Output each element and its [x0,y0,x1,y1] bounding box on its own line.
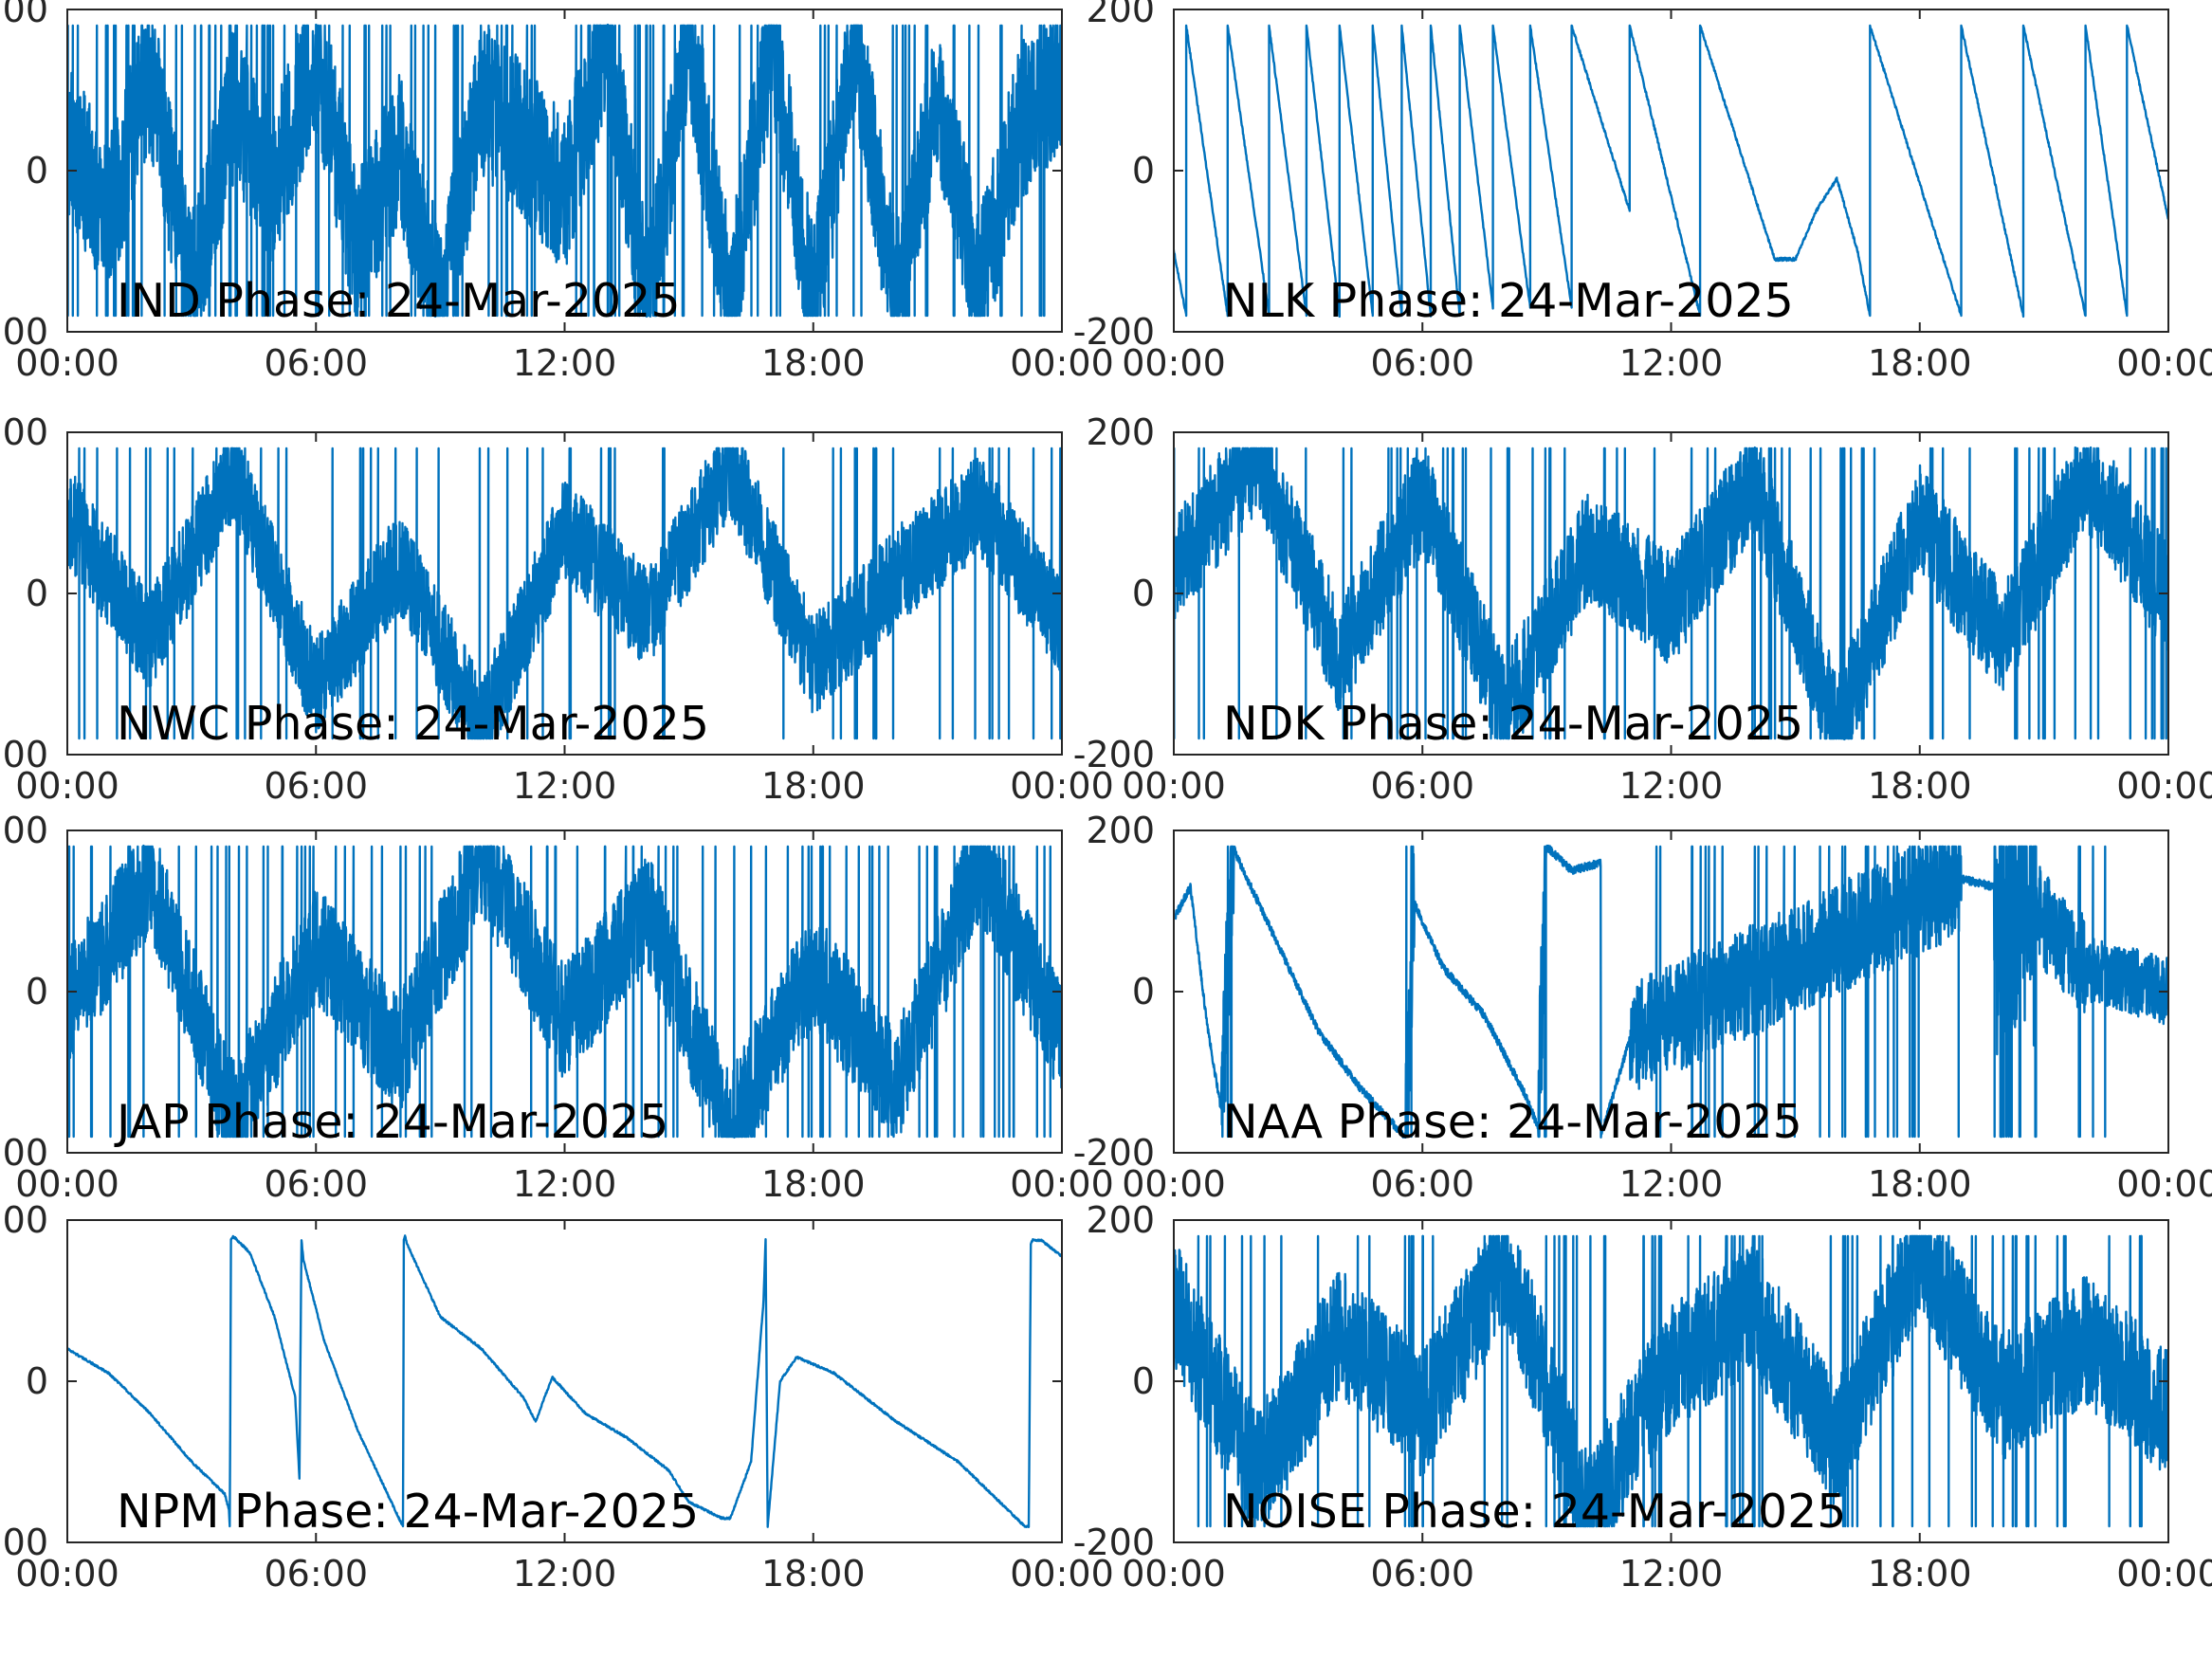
panel-title: NWC Phase: 24-Mar-2025 [117,697,709,751]
x-tick-label: 00:00 [2116,765,2212,807]
x-tick-label: 00:00 [2116,342,2212,384]
y-tick-label: -200 [0,1522,48,1563]
y-tick-label: 0 [26,1360,48,1402]
y-tick-label: 200 [1086,1199,1155,1241]
y-tick-label: 0 [1132,971,1155,1012]
x-tick-label: 18:00 [1868,1553,1972,1595]
x-tick-label: 00:00 [1122,1553,1226,1595]
series-line-4 [1174,446,2168,741]
panel-title: NOISE Phase: 24-Mar-2025 [1223,1485,1846,1539]
x-tick-label: 12:00 [1619,342,1724,384]
series-line-5 [67,844,1062,1139]
y-tick-label: 200 [0,810,48,851]
x-tick-label: 06:00 [264,1163,368,1205]
panel-title: IND Phase: 24-Mar-2025 [117,274,681,328]
x-tick-label: 12:00 [513,1553,617,1595]
y-tick-label: -200 [1073,311,1155,353]
y-tick-label: -200 [1073,734,1155,775]
x-tick-label: 12:00 [513,765,617,807]
x-tick-label: 12:00 [1619,765,1724,807]
x-tick-label: 00:00 [1010,342,1114,384]
x-tick-label: 00:00 [15,342,119,384]
x-tick-label: 18:00 [761,765,866,807]
y-tick-label: 0 [26,150,48,191]
x-tick-label: 12:00 [513,1163,617,1205]
panel-title: JAP Phase: 24-Mar-2025 [114,1095,668,1149]
series-line-7 [67,1234,1062,1529]
x-tick-label: 00:00 [1122,342,1226,384]
y-tick-label: 0 [1132,150,1155,191]
x-tick-label: 18:00 [1868,1163,1972,1205]
x-tick-label: 00:00 [2116,1163,2212,1205]
y-tick-label: 200 [0,0,48,30]
y-tick-label: 0 [1132,1360,1155,1402]
panel-title: NLK Phase: 24-Mar-2025 [1223,274,1794,328]
x-tick-label: 18:00 [761,1163,866,1205]
x-tick-label: 00:00 [2116,1553,2212,1595]
x-tick-label: 00:00 [1122,1163,1226,1205]
x-tick-label: 18:00 [761,342,866,384]
y-tick-label: 200 [1086,0,1155,30]
y-tick-label: 200 [1086,411,1155,453]
panel-title: NDK Phase: 24-Mar-2025 [1223,697,1803,751]
x-tick-label: 06:00 [1370,342,1474,384]
series-line-1 [67,23,1062,319]
x-tick-label: 06:00 [264,342,368,384]
x-tick-label: 06:00 [1370,765,1474,807]
x-tick-label: 12:00 [1619,1553,1724,1595]
y-tick-label: -200 [1073,1522,1155,1563]
y-tick-label: 200 [1086,810,1155,851]
x-tick-label: 00:00 [1010,1163,1114,1205]
series-line-6 [1174,844,2168,1139]
x-tick-label: 06:00 [264,765,368,807]
x-tick-label: 00:00 [15,1553,119,1595]
x-tick-label: 00:00 [1122,765,1226,807]
x-tick-label: 12:00 [513,342,617,384]
series-line-3 [67,447,1062,740]
x-tick-label: 06:00 [1370,1553,1474,1595]
y-tick-label: -200 [0,734,48,775]
y-tick-label: 0 [26,573,48,614]
y-tick-label: 0 [1132,573,1155,614]
x-tick-label: 06:00 [264,1553,368,1595]
x-tick-label: 12:00 [1619,1163,1724,1205]
y-tick-label: 200 [0,411,48,453]
series-line-8 [1174,1234,2168,1528]
panel-title: NAA Phase: 24-Mar-2025 [1223,1095,1802,1149]
y-tick-label: 200 [0,1199,48,1241]
y-tick-label: -200 [0,1132,48,1174]
y-tick-label: 0 [26,971,48,1012]
series-line-2 [1174,24,2168,319]
x-tick-label: 06:00 [1370,1163,1474,1205]
y-tick-label: -200 [0,311,48,353]
x-tick-label: 00:00 [15,765,119,807]
x-tick-label: 18:00 [1868,342,1972,384]
x-tick-label: 18:00 [761,1553,866,1595]
y-tick-label: -200 [1073,1132,1155,1174]
panel-title: NPM Phase: 24-Mar-2025 [117,1485,699,1539]
x-tick-label: 00:00 [1010,1553,1114,1595]
x-tick-label: 00:00 [1010,765,1114,807]
x-tick-label: 00:00 [15,1163,119,1205]
x-tick-label: 18:00 [1868,765,1972,807]
